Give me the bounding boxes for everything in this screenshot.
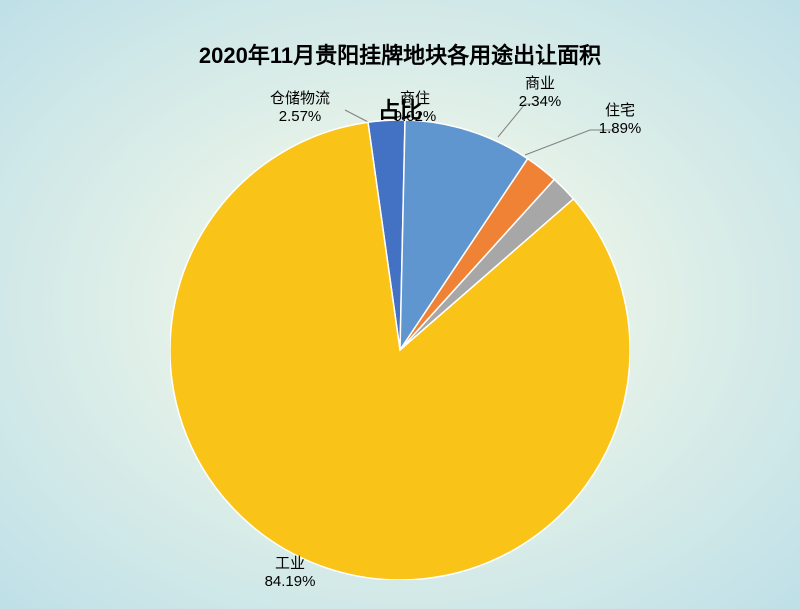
pie-svg bbox=[170, 120, 630, 580]
data-label-value: 9.02% bbox=[394, 108, 437, 126]
data-label-value: 2.34% bbox=[519, 93, 562, 111]
data-label-4: 工业84.19% bbox=[265, 555, 316, 591]
data-label-name: 住宅 bbox=[599, 102, 642, 120]
data-label-name: 商住 bbox=[394, 90, 437, 108]
data-label-name: 仓储物流 bbox=[270, 90, 330, 108]
pie-chart bbox=[170, 120, 630, 580]
data-label-value: 1.89% bbox=[599, 120, 642, 138]
data-label-name: 商业 bbox=[519, 75, 562, 93]
data-label-name: 工业 bbox=[265, 555, 316, 573]
data-label-3: 住宅1.89% bbox=[599, 102, 642, 138]
pie-chart-container: 2020年11月贵阳挂牌地块各用途出让面积 占比 仓储物流2.57%商住9.02… bbox=[0, 0, 800, 609]
data-label-value: 84.19% bbox=[265, 573, 316, 591]
data-label-value: 2.57% bbox=[270, 108, 330, 126]
data-label-1: 商住9.02% bbox=[394, 90, 437, 126]
data-label-0: 仓储物流2.57% bbox=[270, 90, 330, 126]
data-label-2: 商业2.34% bbox=[519, 75, 562, 111]
